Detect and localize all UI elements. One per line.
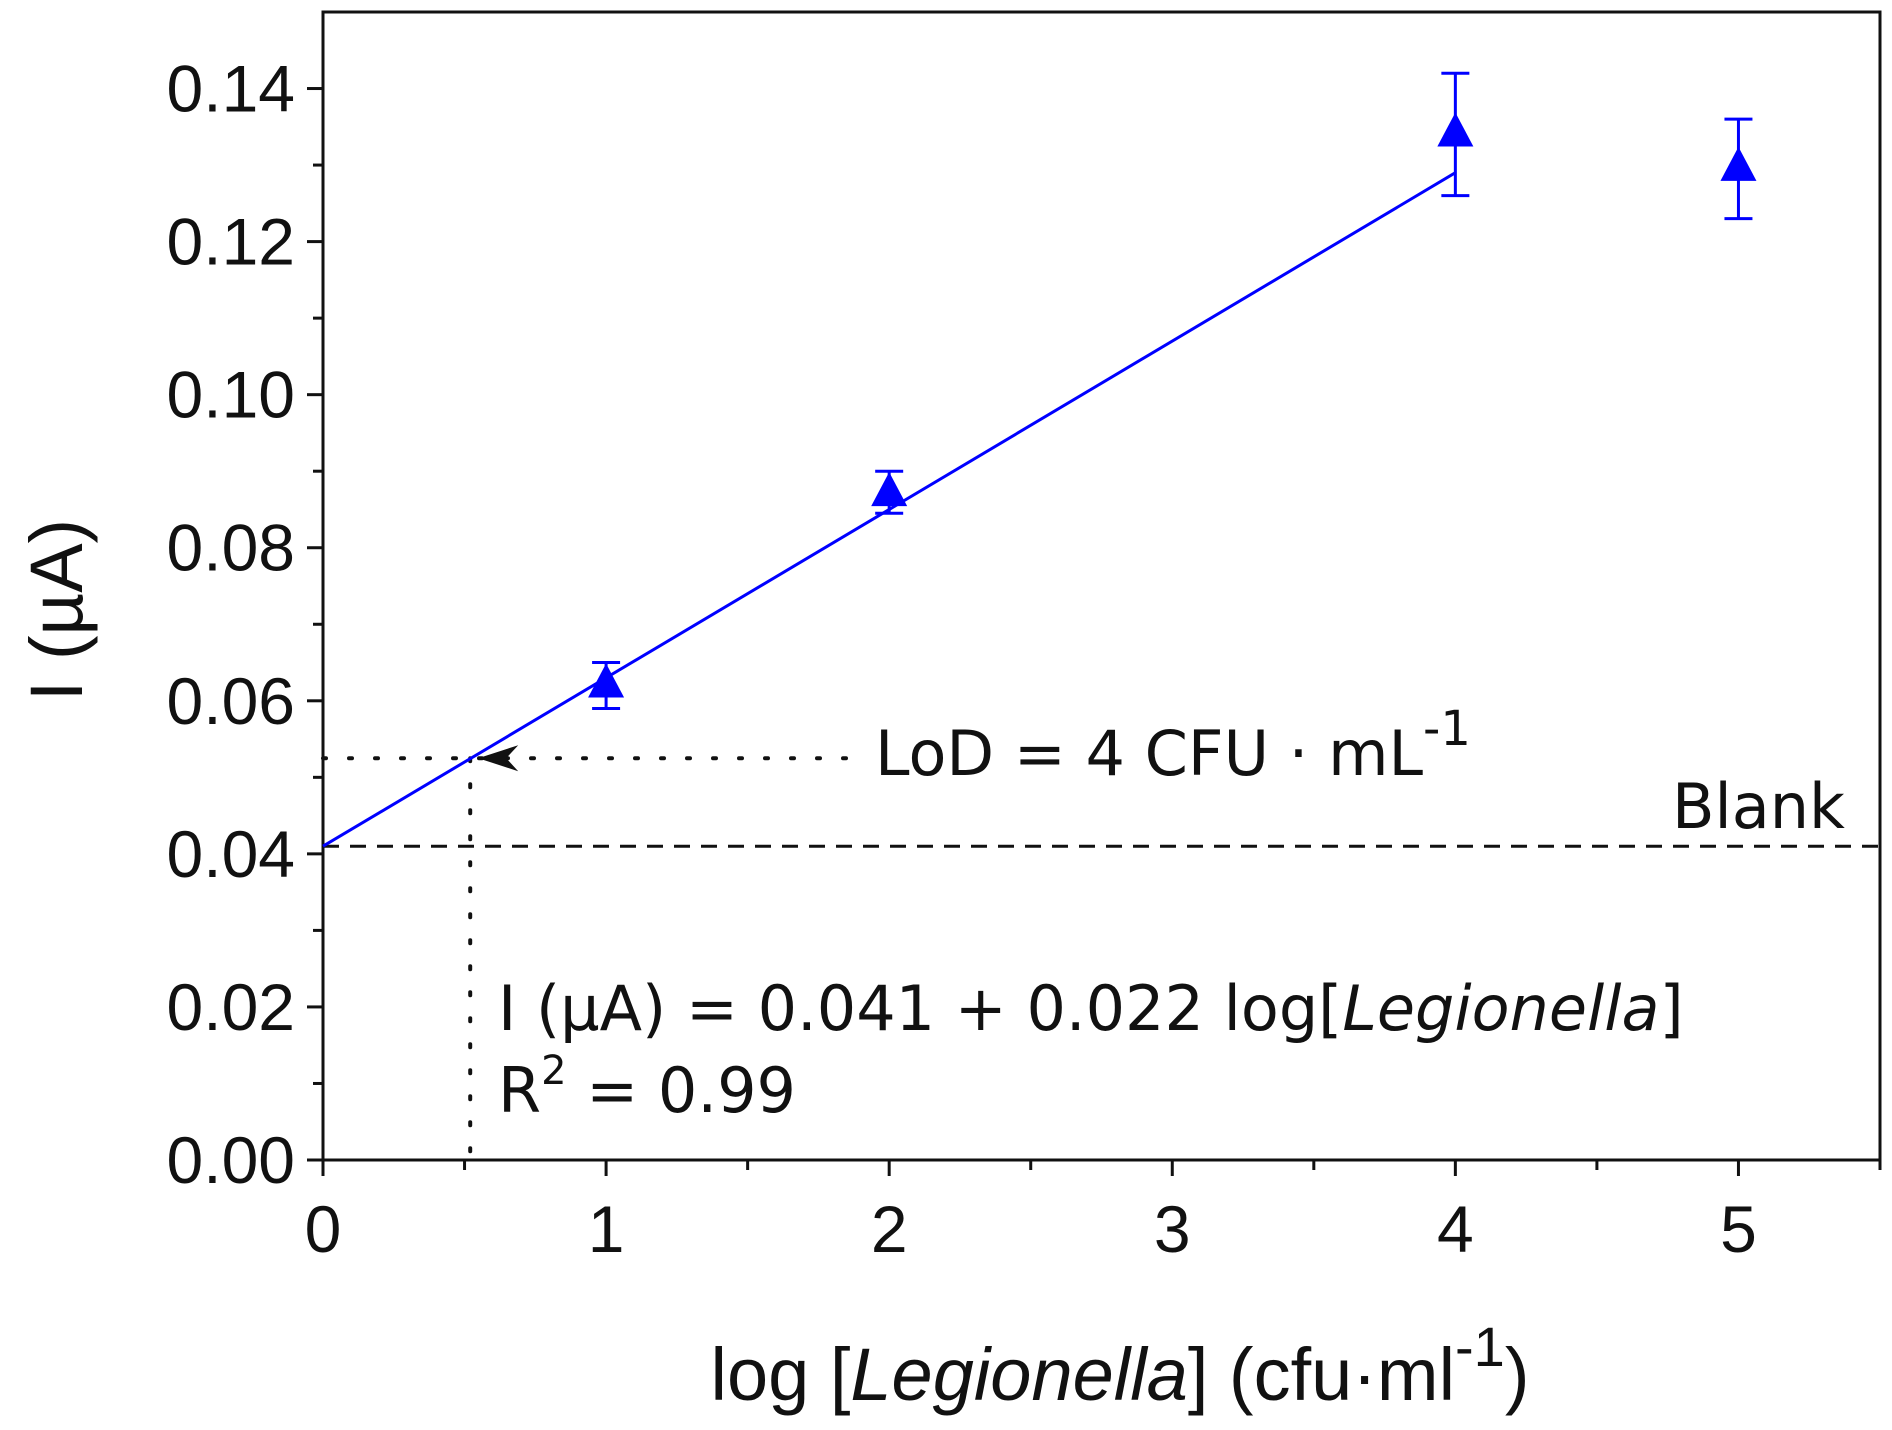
- x-tick-label: 3: [1154, 1192, 1191, 1266]
- lod-label: LoD = 4 CFU · mL-1: [875, 701, 1471, 790]
- y-tick-label: 0.06: [167, 664, 295, 738]
- x-tick-label: 2: [871, 1192, 908, 1266]
- lod-arrow-icon: [478, 745, 519, 772]
- triangle-marker: [1720, 146, 1757, 181]
- y-tick-label: 0.14: [167, 52, 295, 126]
- x-axis-title: log [Legionella] (cfu·ml-1): [711, 1315, 1530, 1416]
- triangle-marker: [871, 472, 908, 507]
- y-tick-label: 0.00: [167, 1123, 295, 1197]
- x-tick-label: 5: [1720, 1192, 1757, 1266]
- y-tick-label: 0.04: [167, 817, 295, 891]
- blank-label: Blank: [1672, 770, 1845, 843]
- data-series: [322, 71, 1757, 848]
- y-tick-label: 0.08: [167, 511, 295, 585]
- triangle-marker: [1437, 112, 1474, 147]
- y-tick-label: 0.12: [167, 205, 295, 279]
- y-tick-label: 0.02: [167, 970, 295, 1044]
- triangle-marker: [588, 663, 625, 698]
- r-squared: R2 = 0.99: [498, 1048, 796, 1127]
- lod-label-sup: -1: [1423, 701, 1471, 757]
- y-tick-label: 0.10: [167, 358, 295, 432]
- plot-frame: [321, 10, 1882, 1162]
- x-tick-label: 4: [1437, 1192, 1474, 1266]
- reference-lines: [321, 745, 1880, 1162]
- y-axis-title: I (µA): [15, 519, 98, 701]
- axis-tick-labels: 0 1 2 3 4 5 0.00 0.02 0.04 0.06 0.08 0.10 0.12 0.14: [167, 52, 1757, 1266]
- regression-equation: I (µA) = 0.041 + 0.022 log[Legionella]: [498, 972, 1684, 1045]
- x-tick-label: 1: [588, 1192, 625, 1266]
- axis-ticks: [307, 87, 1882, 1176]
- x-tick-label: 0: [305, 1192, 342, 1266]
